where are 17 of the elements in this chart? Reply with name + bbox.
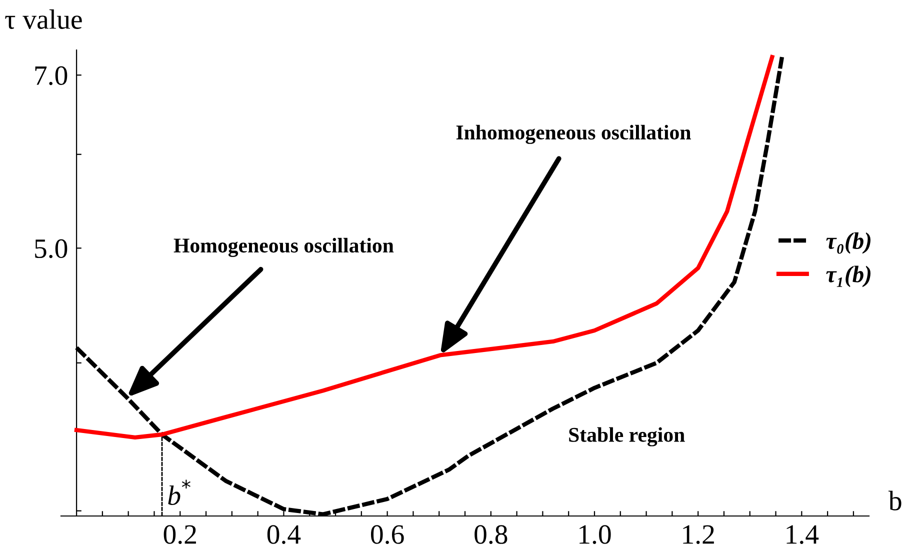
- annotation: Inhomogeneous oscillation: [456, 124, 691, 144]
- ref-line-label: b$^{*}$: [168, 480, 190, 506]
- legend-label: τ₁(b): [826, 266, 870, 288]
- x-tick-label: 1.0: [580, 525, 611, 544]
- x-tick-label: 0.8: [474, 525, 508, 544]
- y-axis-title: τ value: [5, 9, 82, 29]
- x-tick-label: 0.4: [267, 525, 301, 544]
- annotation: Homogeneous oscillation: [174, 238, 394, 257]
- x-tick-label: 1.4: [786, 525, 819, 544]
- y-tick-label: 5.0: [35, 239, 68, 258]
- x-axis-title: b: [888, 490, 902, 510]
- y-tick-label: 7.0: [35, 66, 68, 86]
- annotation: Stable region: [569, 427, 685, 446]
- x-tick-label: 1.2: [683, 525, 714, 544]
- x-tick-label: 0.2: [164, 525, 196, 544]
- x-tick-label: 0.6: [371, 525, 404, 544]
- legend-label: τ₀(b): [826, 232, 870, 254]
